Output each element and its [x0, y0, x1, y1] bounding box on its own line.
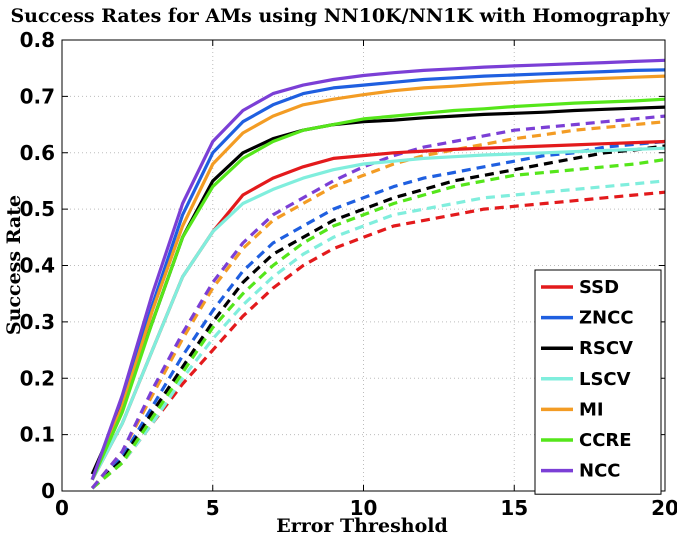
- series-line-solid: [90, 74, 666, 481]
- x-tick-label: 20: [651, 496, 677, 520]
- legend-label: CCRE: [579, 430, 632, 451]
- legend-box: [534, 269, 662, 495]
- y-tick-label: 0.8: [20, 28, 55, 52]
- x-tick-label: 0: [55, 496, 69, 520]
- series-line-dashed: [91, 190, 666, 490]
- series-line-solid: [90, 58, 666, 481]
- y-tick-label: 0.2: [20, 366, 55, 390]
- y-tick-label: 0.5: [20, 197, 55, 221]
- legend-label: MI: [579, 399, 604, 420]
- series-line-dashed: [91, 179, 666, 490]
- legend-label: ZNCC: [579, 308, 634, 329]
- series-layer: [90, 58, 666, 490]
- legend-label: NCC: [579, 461, 620, 482]
- series-line-solid: [90, 146, 666, 481]
- x-tick-label: 10: [350, 496, 378, 520]
- x-tick-label: 5: [206, 496, 220, 520]
- x-tick-label: 15: [500, 496, 528, 520]
- series-line-dashed: [90, 120, 666, 490]
- legend: SSD ZNCC RSCV LSCV MI CCRE NCC: [534, 269, 662, 495]
- legend-label: SSD: [579, 277, 619, 298]
- legend-label: LSCV: [579, 369, 631, 390]
- y-tick-label: 0.1: [20, 423, 55, 447]
- x-axis-label: Error Threshold: [276, 515, 448, 537]
- y-tick-label: 0.7: [20, 84, 55, 108]
- y-tick-label: 0.4: [20, 254, 55, 278]
- y-tick-label: 0.3: [20, 310, 55, 334]
- legend-label: RSCV: [579, 338, 633, 359]
- chart-title: Success Rates for AMs using NN10K/NN1K w…: [10, 5, 670, 27]
- series-line-dashed: [91, 157, 666, 490]
- series-line-solid: [90, 68, 666, 481]
- series-line-solid: [90, 97, 666, 481]
- y-axis-label: Success Rate: [3, 195, 25, 335]
- y-tick-label: 0.6: [20, 141, 55, 165]
- ticks: 0 5 10 15 20 0 0.1 0.2 0.3 0.4 0.5 0.6 0.7 0.8: [20, 28, 677, 520]
- y-tick-label: 0: [41, 479, 55, 503]
